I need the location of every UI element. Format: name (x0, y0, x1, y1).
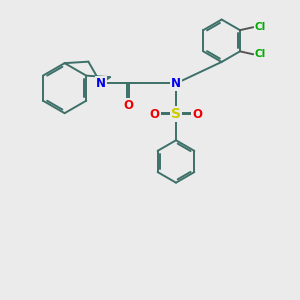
Text: N: N (96, 77, 106, 90)
Text: N: N (171, 77, 181, 90)
Text: O: O (124, 99, 134, 112)
Text: S: S (171, 107, 181, 122)
Text: O: O (192, 108, 202, 121)
Text: O: O (150, 108, 160, 121)
Text: Cl: Cl (255, 22, 266, 32)
Text: Cl: Cl (255, 49, 266, 59)
